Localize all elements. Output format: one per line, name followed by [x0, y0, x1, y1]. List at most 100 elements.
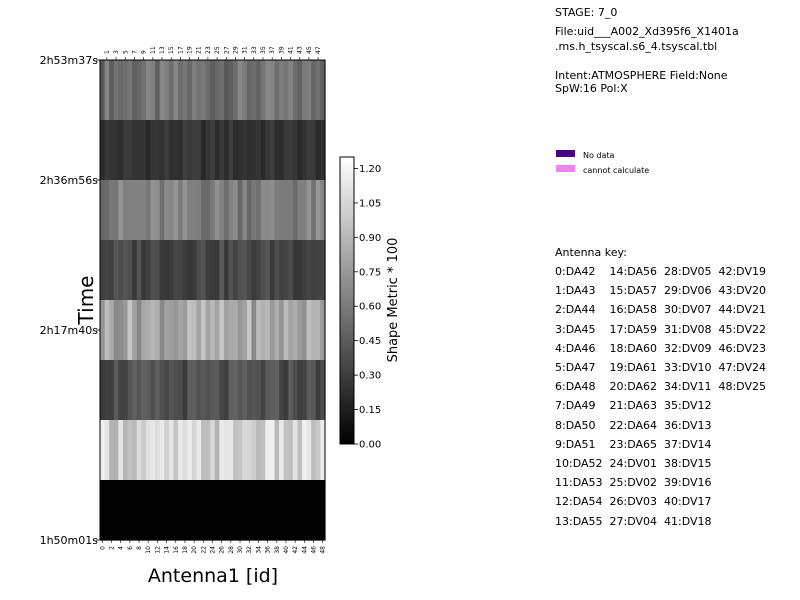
x-top-tick-label: 13 [159, 46, 166, 54]
x-axis-label: Antenna1 [id] [148, 565, 278, 587]
heatmap-cell [320, 60, 326, 121]
heatmap-cell [320, 300, 326, 361]
heatmap-cell [306, 480, 312, 541]
heatmap-cell [191, 180, 198, 241]
heatmap-cell [219, 180, 225, 241]
heatmap-cell [168, 60, 175, 121]
heatmap-cell [210, 240, 216, 301]
heatmap-cell [104, 120, 110, 181]
heatmap-cell [283, 420, 289, 481]
heatmap-cell [265, 180, 271, 241]
heatmap-cell [246, 420, 253, 481]
heatmap-cell [145, 240, 152, 301]
heatmap-cell [265, 120, 271, 181]
heatmap-cell [283, 240, 289, 301]
heatmap-cell [311, 480, 317, 541]
heatmap-cell [182, 480, 188, 541]
heatmap-cell [118, 60, 124, 121]
heatmap-cell [214, 180, 220, 241]
heatmap-cell [113, 180, 119, 241]
heatmap-cell [150, 180, 156, 241]
heatmap-cell [201, 420, 207, 481]
x-bottom-tick-label: 6 [127, 546, 134, 550]
x-bottom-tick-label: 16 [173, 546, 180, 554]
colorbar-label: Shape Metric * 100 [386, 238, 401, 363]
heatmap-cell [311, 420, 317, 481]
heatmap-cell [242, 360, 248, 421]
heatmap-cell [297, 360, 303, 421]
heatmap-cell [256, 480, 262, 541]
heatmap-cell [246, 240, 253, 301]
heatmap-cell [302, 360, 308, 421]
heatmap-cell [173, 480, 179, 541]
heatmap-cell [205, 240, 211, 301]
colorbar-ticks: 0.00 0.15 0.30 0.45 0.60 0.75 0.90 1.05 1.20 [354, 164, 381, 451]
heatmap-cell [182, 180, 188, 241]
x-bottom-tick-label: 42 [292, 546, 299, 554]
heatmap-cell [100, 120, 106, 181]
heatmap-cell [242, 300, 248, 361]
heatmap-cell [191, 360, 198, 421]
heatmap-cell [302, 300, 308, 361]
heatmap-cell [164, 60, 170, 121]
x-top-tick-label: 9 [141, 50, 148, 54]
heatmap-cell [118, 300, 124, 361]
colorbar-tick-label: 0.75 [359, 267, 381, 278]
antenna-key-line: 3:DA45 17:DA59 31:DV08 45:DV22 [555, 322, 766, 336]
x-bottom-tick-label: 4 [118, 546, 125, 550]
heatmap-cell [274, 360, 280, 421]
heatmap-cell [223, 60, 230, 121]
heatmap-cell [122, 120, 129, 181]
antenna-key-line: 4:DA46 18:DA60 32:DV09 46:DV23 [555, 341, 766, 355]
antenna-key-line: 11:DA53 25:DV02 39:DV16 [555, 476, 712, 490]
heatmap-cell [155, 360, 161, 421]
x-bottom-tick-label: 48 [320, 546, 327, 554]
heatmap-cell [191, 240, 198, 301]
heatmap-cell [311, 360, 317, 421]
heatmap-cell [159, 360, 165, 421]
colorbar [339, 156, 355, 445]
heatmap-cell [302, 420, 308, 481]
heatmap-cell [141, 480, 147, 541]
x-bottom-tick-label: 38 [274, 546, 281, 554]
colorbar-tick-label: 1.05 [359, 198, 381, 209]
heatmap-cell [279, 420, 285, 481]
heatmap-cell [155, 180, 161, 241]
heatmap-cell [315, 60, 322, 121]
heatmap-cell [306, 60, 312, 121]
heatmap-cell [100, 360, 106, 421]
heatmap-cell [132, 480, 138, 541]
heatmap-cell [168, 480, 175, 541]
heatmap-cell [269, 240, 276, 301]
heatmap-cell [297, 60, 303, 121]
heatmap-cell [168, 120, 175, 181]
heatmap-cell [311, 60, 317, 121]
heatmap-cell [201, 240, 207, 301]
heatmap-cell [104, 480, 110, 541]
heatmap-cell [182, 360, 188, 421]
heatmap-cell [155, 60, 161, 121]
heatmap-cell [141, 240, 147, 301]
heatmap-cell [302, 60, 308, 121]
x-top-tick-label: 39 [278, 46, 285, 54]
heatmap-cell [201, 180, 207, 241]
heatmap-cell [122, 60, 129, 121]
heatmap-cell [315, 360, 322, 421]
heatmap-cell [201, 300, 207, 361]
heatmap-cell [191, 60, 198, 121]
heatmap-cell [178, 480, 184, 541]
heatmap-cell [237, 420, 243, 481]
heatmap-cell [122, 300, 129, 361]
x-top-tick-label: 45 [306, 46, 313, 54]
x-top-tick-label: 31 [242, 46, 249, 54]
heatmap-cell [136, 420, 142, 481]
heatmap-cell [237, 120, 243, 181]
heatmap-cell [122, 480, 129, 541]
heatmap-cell [113, 420, 119, 481]
heatmap-cell [132, 180, 138, 241]
heatmap-cell [164, 300, 170, 361]
heatmap-cell [302, 240, 308, 301]
heatmap-cell [237, 300, 243, 361]
heatmap-cell [136, 60, 142, 121]
heatmap-cell [320, 120, 326, 181]
